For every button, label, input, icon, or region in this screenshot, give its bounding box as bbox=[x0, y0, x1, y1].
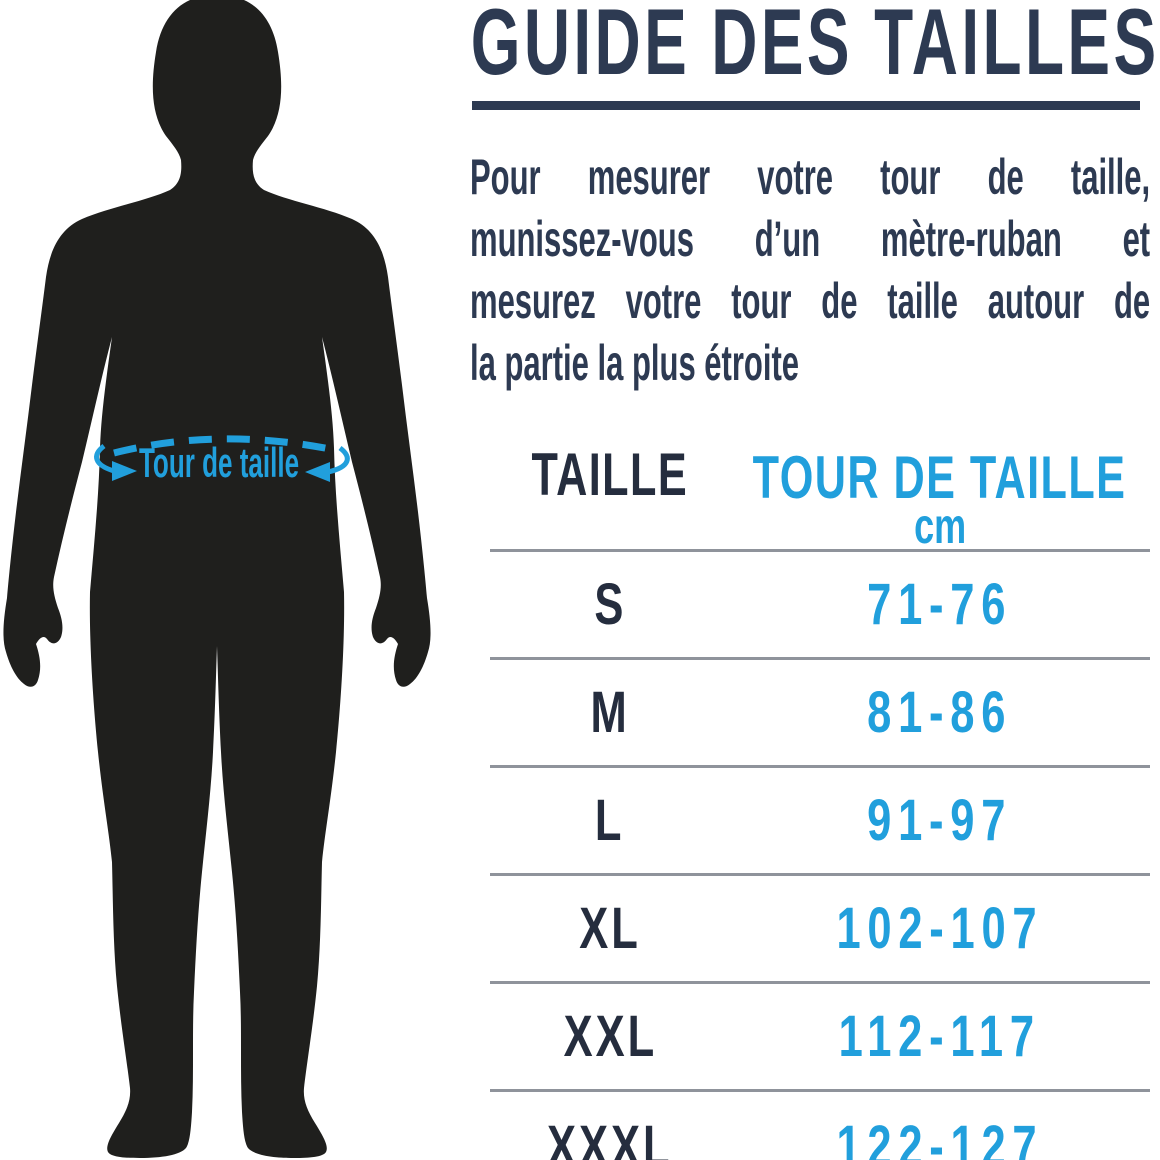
column-header-unit: cm bbox=[913, 497, 967, 554]
waist-range: 112-117 bbox=[838, 1004, 1042, 1069]
waist-range: 91-97 bbox=[867, 788, 1013, 853]
waist-range: 71-76 bbox=[867, 572, 1013, 637]
page-title: GUIDE DES TAILLES bbox=[470, 0, 1160, 94]
waist-arrow-right-curve bbox=[327, 446, 350, 475]
size-label: M bbox=[590, 680, 630, 745]
waist-arrow-left-curve bbox=[94, 444, 115, 474]
table-row: XL 102-107 bbox=[490, 876, 1150, 984]
intro-line: munissez-vous d’un mètre-ruban et bbox=[470, 211, 1151, 267]
body-silhouette: Tour de taille bbox=[3, 0, 431, 1158]
waist-range: 122-127 bbox=[836, 1113, 1044, 1160]
size-label: XL bbox=[579, 896, 641, 961]
waist-label: Tour de taille bbox=[139, 440, 299, 487]
intro-text: Pour mesurer votre tour de taille, munis… bbox=[470, 146, 1150, 394]
table-row: XXL 112-117 bbox=[490, 984, 1150, 1092]
size-label: L bbox=[595, 788, 625, 853]
waist-arrow-left-head bbox=[112, 461, 137, 481]
table-row: M 81-86 bbox=[490, 660, 1150, 768]
table-row: S 71-76 bbox=[490, 552, 1150, 660]
waist-range: 102-107 bbox=[836, 896, 1044, 961]
intro-line: mesurez votre tour de taille autour de bbox=[470, 273, 1151, 329]
intro-line: la partie la plus étroite bbox=[470, 335, 800, 391]
title-underline bbox=[472, 101, 1140, 110]
waist-measure-annotation: Tour de taille bbox=[94, 435, 350, 487]
waist-arrow-right-head bbox=[305, 462, 330, 482]
size-label: XXXL bbox=[547, 1113, 673, 1160]
intro-line: Pour mesurer votre tour de taille, bbox=[470, 149, 1151, 205]
waist-range: 81-86 bbox=[867, 680, 1013, 745]
table-row: XXXL 122-127 bbox=[490, 1092, 1150, 1160]
size-label: XXL bbox=[563, 1004, 657, 1069]
silhouette-shape bbox=[3, 0, 431, 1158]
size-table-header: TAILLE TOUR DE TAILLE cm bbox=[490, 440, 1150, 552]
size-label: S bbox=[593, 572, 627, 637]
column-header-waist: TOUR DE TAILLE bbox=[753, 443, 1127, 511]
size-table: TAILLE TOUR DE TAILLE cm S 71-76 M 81-86… bbox=[490, 440, 1150, 1160]
table-row: L 91-97 bbox=[490, 768, 1150, 876]
column-header-size: TAILLE bbox=[531, 441, 689, 508]
info-panel: GUIDE DES TAILLES Pour mesurer votre tou… bbox=[470, 0, 1160, 1160]
